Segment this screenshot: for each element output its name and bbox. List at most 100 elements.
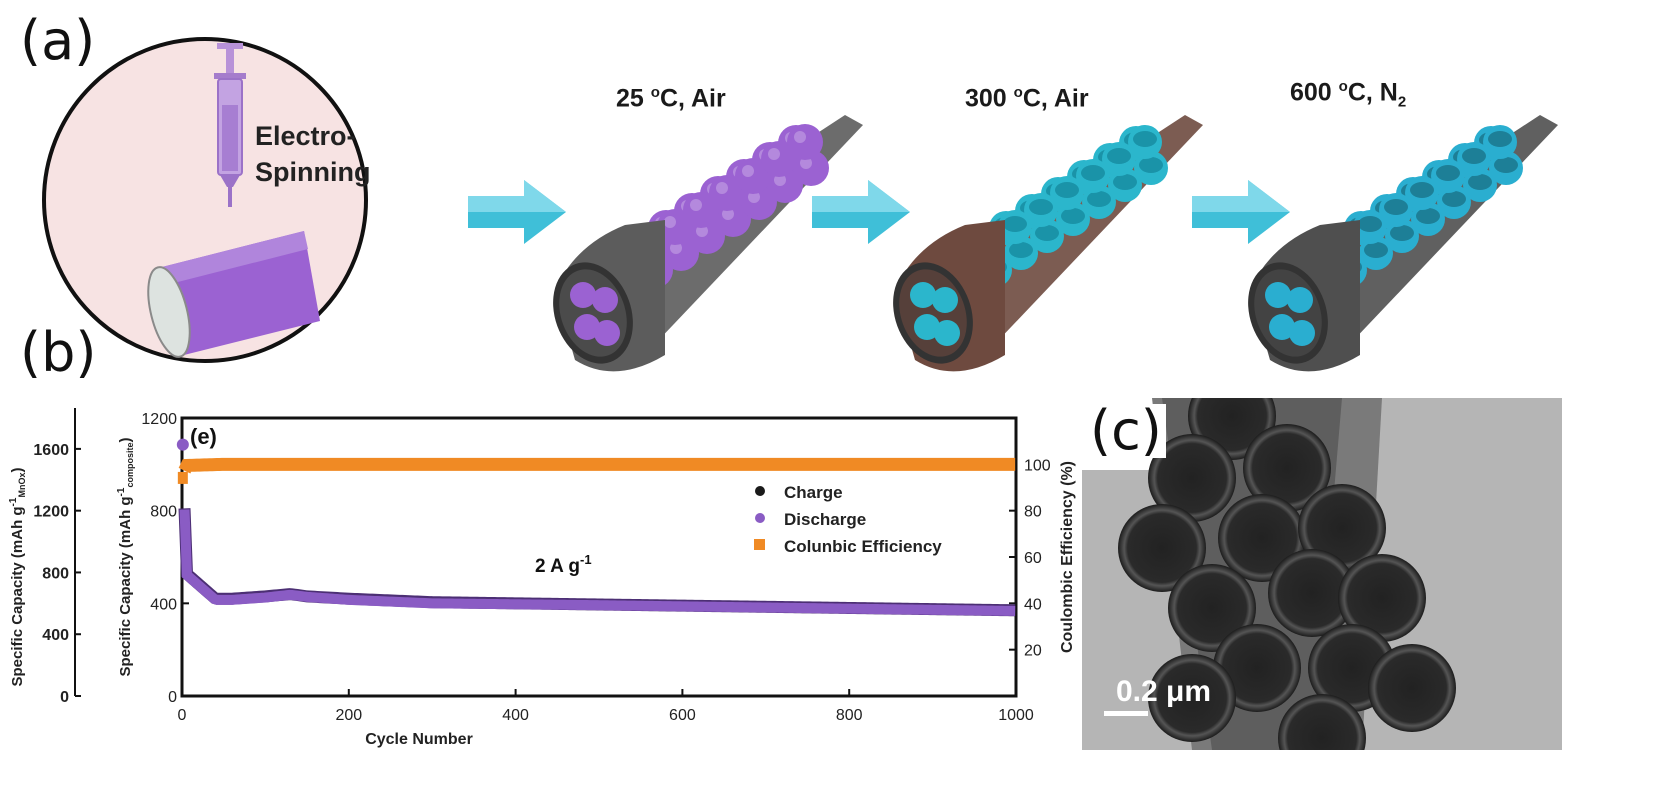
- nanosphere: [1483, 125, 1517, 159]
- sphere-core: [1442, 191, 1466, 207]
- stage-label-25c: 25 oC, Air: [616, 84, 726, 113]
- stage-deg: o: [1338, 78, 1348, 95]
- opening-sphere: [1265, 282, 1291, 308]
- sphere-core: [1494, 157, 1518, 173]
- x-tick-label: 1000: [998, 707, 1034, 724]
- nanosphere: [1457, 142, 1491, 176]
- left-y-tick-label: 400: [150, 596, 177, 613]
- nanosphere: [1463, 168, 1497, 202]
- nanosphere: [1102, 142, 1136, 176]
- sphere-core: [1061, 208, 1085, 224]
- sphere-core: [1364, 242, 1388, 258]
- sphere-shell: [735, 158, 771, 194]
- discharge-series: [179, 509, 1016, 616]
- nanosphere: [1082, 185, 1116, 219]
- opening-sphere: [914, 314, 940, 340]
- nanosphere: [683, 192, 719, 228]
- sphere-core: [1139, 157, 1163, 173]
- sphere-highlight: [722, 208, 734, 220]
- nanosphere: [1024, 193, 1058, 227]
- sphere-core: [1107, 148, 1131, 164]
- legend-marker: [755, 486, 765, 496]
- right-y-axis-label: Coulombic Efficiency (%): [1059, 461, 1076, 653]
- opening-sphere: [570, 282, 596, 308]
- stage-deg: o: [650, 84, 660, 101]
- stage-label-600c: 600 oC, N2: [1290, 78, 1406, 110]
- nanosphere: [1030, 219, 1064, 253]
- right-y-tick-label: 40: [1024, 596, 1042, 613]
- syringe-icon: [214, 43, 246, 207]
- arrow-right-icon: [812, 180, 910, 244]
- stage-rest: C, Air: [659, 84, 726, 113]
- discharge-first-point: [176, 438, 189, 451]
- panel-b-letter: (b): [20, 321, 97, 384]
- sphere-highlight: [690, 199, 702, 211]
- sphere-shell: [761, 141, 797, 177]
- left-y-tick-label: 0: [168, 689, 177, 706]
- legend-label: Charge: [784, 483, 843, 502]
- tem-sphere: [1148, 434, 1236, 522]
- electrospinning-label-line2: Spinning: [255, 157, 371, 187]
- opening-sphere: [934, 320, 960, 346]
- sphere-highlight: [742, 165, 754, 177]
- legend-marker: [755, 513, 765, 523]
- right-y-tick-label: 20: [1024, 643, 1042, 660]
- tem-sphere: [1268, 549, 1356, 637]
- tem-sphere: [1148, 654, 1236, 742]
- electrospinning-label: Electro- Spinning: [255, 118, 370, 190]
- outer-y-axis-label: Specific Capacity (mAh g-1MnOx): [8, 468, 27, 687]
- outer-y-axis-label-sup: -1: [8, 497, 19, 506]
- opening-sphere: [594, 320, 620, 346]
- right-y-tick-label: 80: [1024, 504, 1042, 521]
- electrospinning-circle: [42, 37, 368, 363]
- scale-bar: [1104, 711, 1148, 716]
- outer-y-tick-label: 400: [42, 627, 69, 644]
- opening-sphere: [574, 314, 600, 340]
- stage-deg: o: [1013, 84, 1023, 101]
- scale-bar-label: 0.2 μm: [1116, 675, 1212, 708]
- outer-y-tick-label: 800: [42, 565, 69, 582]
- current-density-annotation: 2 A g-1: [535, 552, 592, 577]
- opening-sphere: [1287, 287, 1313, 313]
- outer-y-tick-label: 1200: [33, 504, 69, 521]
- legend-label: Colunbic Efficiency: [784, 537, 942, 556]
- sphere-highlight: [768, 148, 780, 160]
- nanosphere: [787, 124, 823, 160]
- tem-micrograph: [1082, 398, 1562, 750]
- nanosphere: [1353, 210, 1387, 244]
- tube-300c: [893, 115, 1203, 372]
- sphere-highlight: [670, 242, 682, 254]
- electrospinning-label-line1: Electro-: [255, 121, 356, 151]
- nanosphere: [1385, 219, 1419, 253]
- sphere-core: [1087, 191, 1111, 207]
- stage-temp: 300: [965, 84, 1014, 113]
- tem-sphere: [1118, 504, 1206, 592]
- x-tick-label: 0: [178, 707, 187, 724]
- outer-y-axis-label-sub: MnOx: [17, 473, 27, 498]
- sphere-core: [1133, 131, 1157, 147]
- opening-sphere: [910, 282, 936, 308]
- nanosphere: [1056, 202, 1090, 236]
- panel-c-letter: (c): [1086, 404, 1166, 458]
- sphere-core: [1436, 165, 1460, 181]
- tube-25c: [553, 115, 863, 372]
- outer-y-tick-label: 1600: [33, 442, 69, 459]
- sphere-core: [1358, 216, 1382, 232]
- left-y-axis-label-end: ): [117, 438, 134, 443]
- nanosphere: [1108, 168, 1142, 202]
- opening-sphere: [932, 287, 958, 313]
- sphere-shell: [709, 175, 745, 211]
- sphere-core: [1029, 199, 1053, 215]
- nanosphere: [998, 210, 1032, 244]
- sphere-core: [1113, 174, 1137, 190]
- stage-temp: 25: [616, 84, 651, 113]
- legend-label: Discharge: [784, 510, 866, 529]
- outer-y-axis-label-end: ): [9, 468, 26, 473]
- sphere-highlight: [664, 216, 676, 228]
- nanosphere: [1379, 193, 1413, 227]
- nanosphere: [1489, 151, 1523, 185]
- tem-sphere: [1278, 694, 1366, 750]
- stage-sub: 2: [1397, 93, 1407, 111]
- nanosphere: [709, 175, 745, 211]
- right-y-tick-label: 100: [1024, 457, 1051, 474]
